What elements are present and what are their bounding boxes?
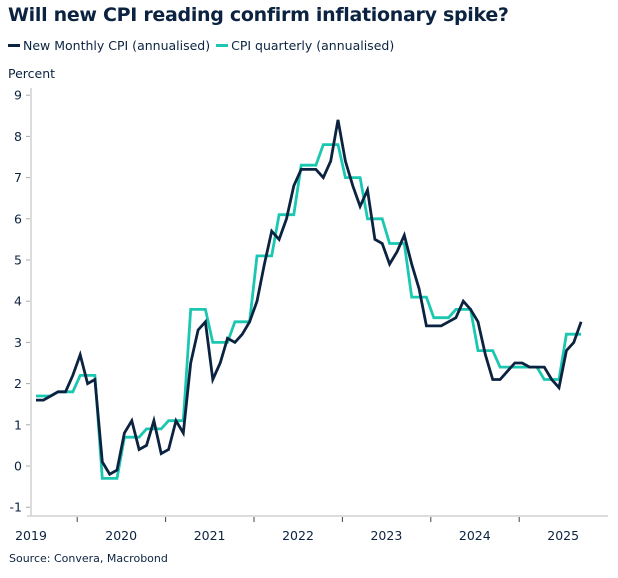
x-tick-label: 2019: [15, 528, 47, 543]
legend: New Monthly CPI (annualised) CPI quarter…: [8, 38, 400, 53]
legend-label-monthly: New Monthly CPI (annualised): [23, 38, 211, 53]
legend-item-quarterly: CPI quarterly (annualised): [216, 38, 394, 53]
y-tick-label: 7: [14, 170, 22, 185]
y-tick-label: 5: [14, 253, 22, 268]
y-tick-label: 0: [14, 459, 22, 474]
legend-item-monthly: New Monthly CPI (annualised): [8, 38, 210, 53]
x-tick-label: 2022: [282, 528, 314, 543]
y-tick-label: 4: [14, 294, 22, 309]
legend-swatch-monthly: [8, 44, 20, 47]
legend-label-quarterly: CPI quarterly (annualised): [231, 38, 395, 53]
y-tick-label: 6: [14, 211, 22, 226]
y-tick-label: -1: [10, 500, 22, 515]
x-tick-label: 2025: [547, 528, 579, 543]
series-line-monthly-cpi: [36, 119, 583, 477]
source-note: Source: Convera, Macrobond: [9, 552, 168, 565]
chart-title: Will new CPI reading confirm inflationar…: [8, 4, 509, 26]
y-tick-label: 3: [14, 335, 22, 350]
y-tick-label: 2: [14, 376, 22, 391]
y-tick-label: 8: [14, 129, 22, 144]
series-line-quarterly-cpi: [36, 143, 582, 480]
y-tick-label: 9: [14, 88, 22, 103]
x-tick-label: 2024: [459, 528, 491, 543]
y-axis-label: Percent: [8, 66, 56, 81]
x-tick-label: 2020: [105, 528, 137, 543]
x-tick-label: 2023: [370, 528, 402, 543]
x-tick-label: 2021: [194, 528, 226, 543]
legend-swatch-quarterly: [216, 44, 229, 47]
y-tick-label: 1: [14, 417, 22, 432]
